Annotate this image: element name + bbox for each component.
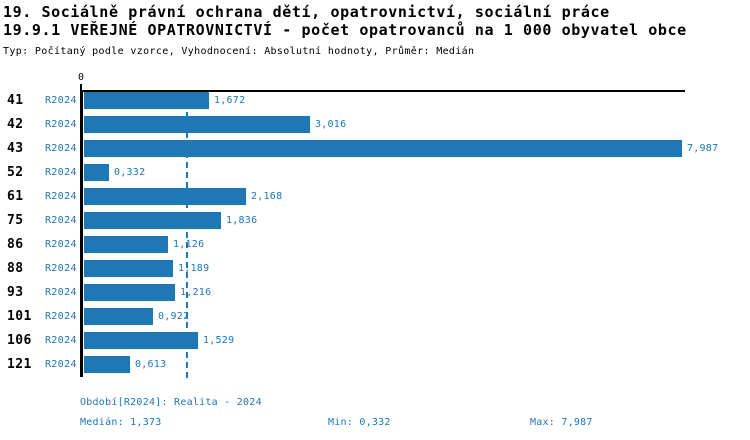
row-period-label: R2024 [45, 215, 77, 226]
bar-value-label: 1,189 [178, 263, 210, 274]
chart-row: 93 R2024 1,216 [0, 281, 750, 305]
bar [84, 356, 130, 373]
row-category-label: 41 [7, 93, 24, 108]
bar-value-label: 1,672 [214, 95, 246, 106]
row-period-label: R2024 [45, 167, 77, 178]
row-period-label: R2024 [45, 191, 77, 202]
row-category-label: 86 [7, 237, 24, 252]
row-period-label: R2024 [45, 143, 77, 154]
row-category-label: 61 [7, 189, 24, 204]
report-section-title: 19. Sociálně právní ochrana dětí, opatro… [3, 3, 610, 21]
row-category-label: 106 [7, 333, 32, 348]
bar [84, 188, 246, 205]
max-stat-label: Max: 7,987 [530, 417, 593, 428]
chart-row: 41 R2024 1,672 [0, 89, 750, 113]
row-category-label: 93 [7, 285, 24, 300]
report-subtitle: Typ: Počítaný podle vzorce, Vyhodnocení:… [3, 46, 475, 57]
report-indicator-title: 19.9.1 VEŘEJNÉ OPATROVNICTVÍ - počet opa… [3, 21, 687, 39]
bar [84, 140, 682, 157]
row-category-label: 121 [7, 357, 32, 372]
row-category-label: 88 [7, 261, 24, 276]
x-axis-line [80, 90, 685, 92]
row-category-label: 101 [7, 309, 32, 324]
chart-row: 121 R2024 0,613 [0, 353, 750, 377]
row-period-label: R2024 [45, 359, 77, 370]
row-period-label: R2024 [45, 119, 77, 130]
bar-value-label: 0,613 [135, 359, 167, 370]
row-category-label: 42 [7, 117, 24, 132]
bar [84, 116, 310, 133]
chart-row: 88 R2024 1,189 [0, 257, 750, 281]
bar-value-label: 3,016 [315, 119, 347, 130]
bar [84, 212, 221, 229]
bar [84, 284, 175, 301]
chart-row: 42 R2024 3,016 [0, 113, 750, 137]
y-axis-line [80, 90, 83, 377]
bar-value-label: 1,216 [180, 287, 212, 298]
chart-row: 75 R2024 1,836 [0, 209, 750, 233]
row-period-label: R2024 [45, 95, 77, 106]
row-category-label: 75 [7, 213, 24, 228]
chart-row: 101 R2024 0,922 [0, 305, 750, 329]
bar-value-label: 0,922 [158, 311, 190, 322]
row-period-label: R2024 [45, 311, 77, 322]
bar-value-label: 0,332 [114, 167, 146, 178]
min-stat-label: Min: 0,332 [328, 417, 391, 428]
bar-value-label: 1,529 [203, 335, 235, 346]
row-category-label: 52 [7, 165, 24, 180]
row-period-label: R2024 [45, 335, 77, 346]
period-label: Období[R2024]: Realita - 2024 [80, 397, 262, 408]
chart-row: 61 R2024 2,168 [0, 185, 750, 209]
bar [84, 260, 173, 277]
chart-row: 52 R2024 0,332 [0, 161, 750, 185]
chart-row: 86 R2024 1,126 [0, 233, 750, 257]
bar [84, 308, 153, 325]
bar [84, 332, 198, 349]
x-axis-zero-tick [80, 84, 82, 91]
row-period-label: R2024 [45, 263, 77, 274]
chart-row: 43 R2024 7,987 [0, 137, 750, 161]
bar [84, 236, 168, 253]
row-category-label: 43 [7, 141, 24, 156]
bar [84, 164, 109, 181]
bar [84, 92, 209, 109]
x-axis-zero-label: 0 [77, 72, 85, 83]
median-line [186, 92, 188, 379]
median-stat-label: Medián: 1,373 [80, 417, 162, 428]
row-period-label: R2024 [45, 239, 77, 250]
row-period-label: R2024 [45, 287, 77, 298]
bar-value-label: 1,126 [173, 239, 205, 250]
bar-value-label: 1,836 [226, 215, 258, 226]
bar-value-label: 2,168 [251, 191, 283, 202]
chart-row: 106 R2024 1,529 [0, 329, 750, 353]
bar-value-label: 7,987 [687, 143, 719, 154]
